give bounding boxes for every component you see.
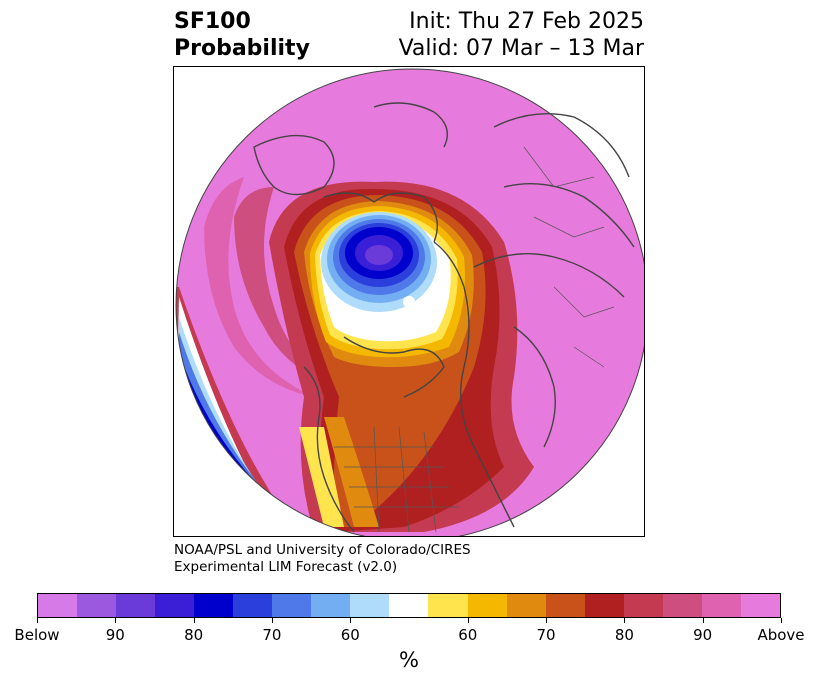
colorbar-tick-label: Above (757, 626, 805, 644)
colorbar-swatch (116, 594, 156, 617)
colorbar-swatch (350, 594, 390, 617)
colorbar-swatch (467, 594, 507, 617)
colorbar-swatch (428, 594, 468, 617)
colorbar-swatch (233, 594, 273, 617)
colorbar-swatch (155, 594, 195, 617)
colorbar-tick-mark (467, 618, 469, 623)
colorbar-swatch (740, 594, 780, 617)
colorbar (37, 593, 781, 618)
colorbar-swatch (311, 594, 351, 617)
colorbar-swatch (584, 594, 624, 617)
colorbar-tick-label: 60 (340, 626, 360, 644)
colorbar-swatch (506, 594, 546, 617)
valid-range: Valid: 07 Mar – 13 Mar (398, 36, 644, 61)
colorbar-swatch (38, 594, 78, 617)
colorbar-swatch (389, 594, 429, 617)
colorbar-tick-mark (546, 618, 548, 623)
colorbar-tick-label: 80 (614, 626, 634, 644)
colorbar-tick-mark (781, 618, 782, 623)
credit-line-2: Experimental LIM Forecast (v2.0) (174, 559, 398, 575)
colorbar-unit: % (399, 648, 419, 672)
colorbar-tick-label: 90 (105, 626, 125, 644)
colorbar-swatch (623, 594, 663, 617)
shaded-probability-field (176, 69, 644, 536)
colorbar-tick-mark (115, 618, 117, 623)
colorbar-tick-label: 80 (184, 626, 204, 644)
colorbar-swatch (701, 594, 741, 617)
political-borders (334, 146, 615, 533)
forecast-dates: Init: Thu 27 Feb 2025 Valid: 07 Mar – 13… (399, 8, 644, 62)
credit-text: NOAA/PSL and University of Colorado/CIRE… (174, 542, 471, 576)
colorbar-tick-mark (193, 618, 195, 623)
map-canvas (175, 68, 644, 536)
colorbar-swatch (77, 594, 117, 617)
init-date: Init: Thu 27 Feb 2025 (409, 9, 644, 34)
colorbar-swatch (194, 594, 234, 617)
probability-map (173, 66, 645, 537)
subtitle-label: Probability (174, 36, 310, 61)
variable-label: SF100 (174, 9, 251, 34)
colorbar-tick-label: 70 (536, 626, 556, 644)
colorbar-swatch (272, 594, 312, 617)
colorbar-tick-label: 90 (693, 626, 713, 644)
credit-line-1: NOAA/PSL and University of Colorado/CIRE… (174, 542, 471, 558)
coastlines (253, 102, 635, 533)
colorbar-tick-label: Below (14, 626, 60, 644)
colorbar-tick-mark (702, 618, 704, 623)
colorbar-tick-mark (37, 618, 38, 623)
map-title: SF100 Probability (174, 8, 310, 62)
colorbar-tick-label: 70 (262, 626, 282, 644)
colorbar-swatch (545, 594, 585, 617)
colorbar-swatch (662, 594, 702, 617)
colorbar-tick-mark (271, 618, 273, 623)
colorbar-tick-mark (624, 618, 626, 623)
colorbar-tick-label: 60 (458, 626, 478, 644)
colorbar-tick-mark (350, 618, 352, 623)
